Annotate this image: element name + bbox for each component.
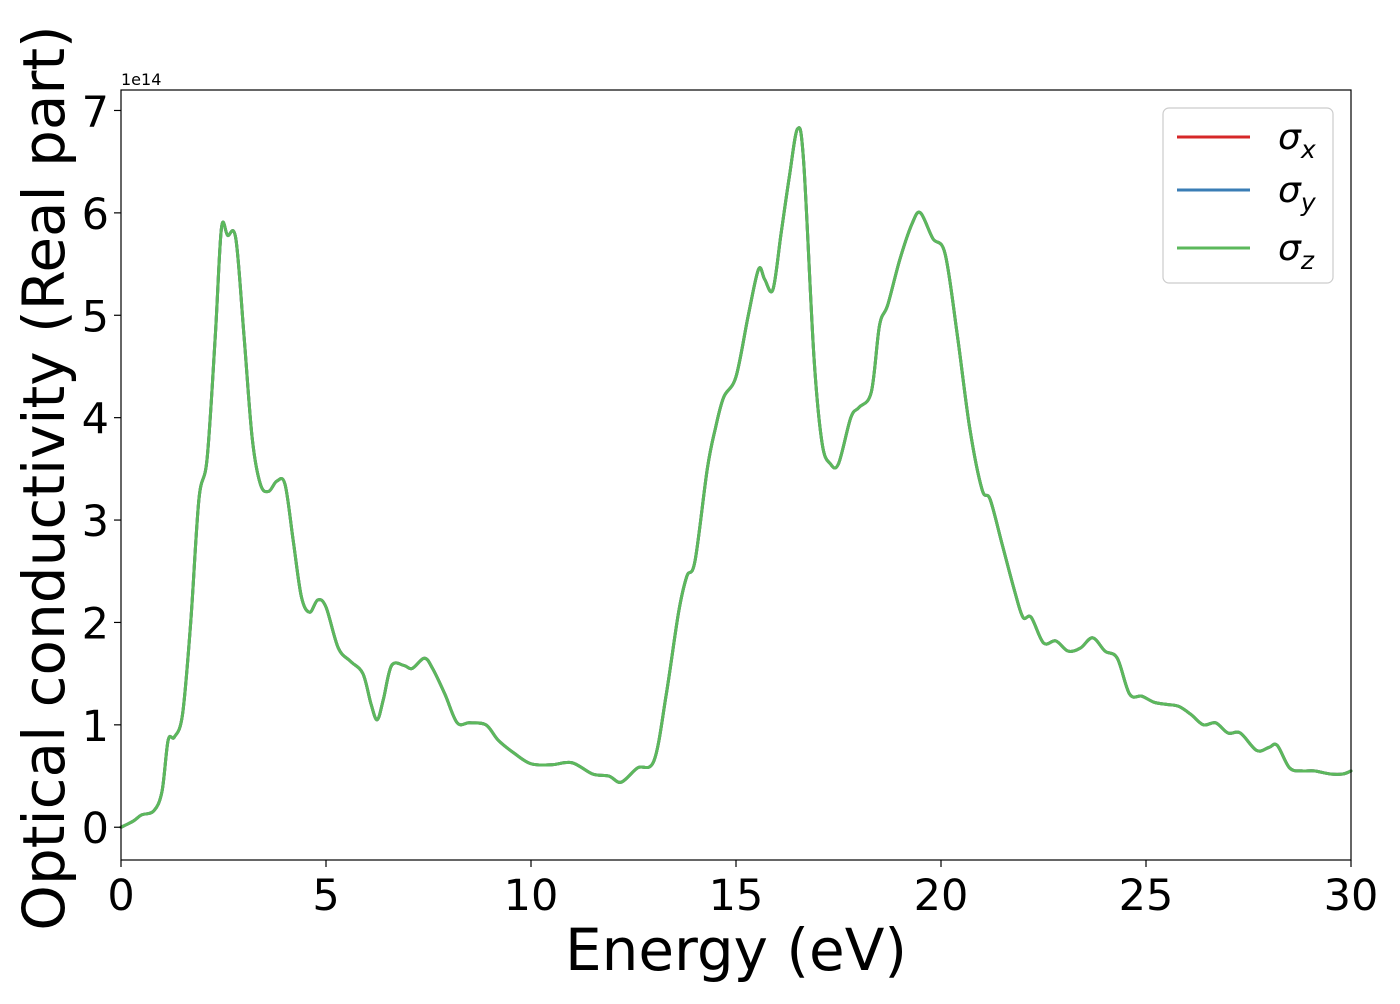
y-tick-label: 6	[82, 190, 109, 240]
x-axis: 0 5 10 15 20 25 30	[107, 860, 1378, 921]
y-tick-label: 7	[82, 87, 109, 137]
x-tick-label: 5	[312, 871, 339, 921]
y-tick-label: 3	[82, 497, 109, 547]
y-tick-label: 4	[82, 395, 109, 445]
x-tick-label: 15	[709, 871, 764, 921]
y-tick-label: 1	[82, 702, 109, 752]
legend-subscript: y	[1300, 188, 1317, 217]
series-line-sigma-z	[119, 126, 1353, 829]
y-axis-label: Optical conductivity (Real part)	[10, 25, 78, 930]
x-tick-label: 0	[107, 871, 134, 921]
legend-subscript: z	[1300, 246, 1315, 275]
x-tick-label: 20	[914, 871, 969, 921]
x-tick-label: 10	[504, 871, 559, 921]
legend-box	[1162, 107, 1334, 284]
x-axis-label: Energy (eV)	[565, 916, 907, 984]
y-offset-label: 1e14	[121, 70, 161, 89]
y-tick-label: 0	[82, 804, 109, 854]
y-tick-label: 2	[82, 599, 109, 649]
x-tick-label: 30	[1324, 871, 1379, 921]
series-lines	[119, 126, 1353, 829]
y-tick-label: 5	[82, 292, 109, 342]
legend-subscript: x	[1300, 135, 1316, 164]
y-axis: 0 1 2 3 4 5 6 7	[82, 87, 121, 854]
x-tick-label: 25	[1119, 871, 1174, 921]
